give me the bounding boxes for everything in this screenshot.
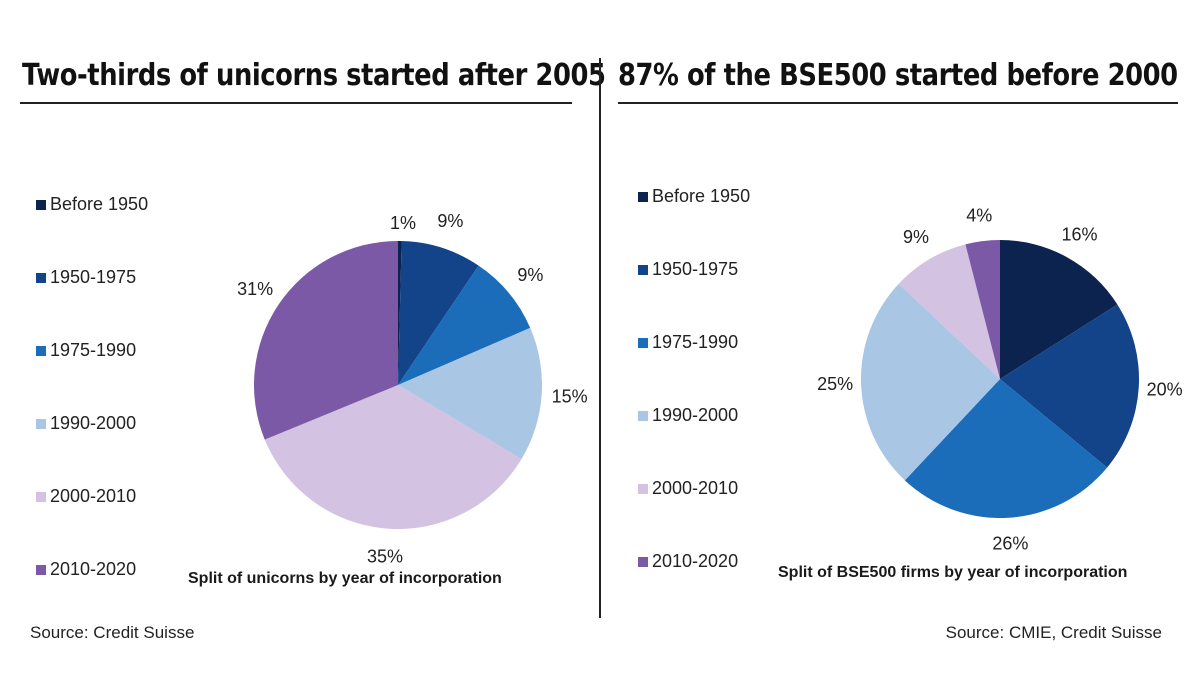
legend-swatch (638, 484, 648, 494)
legend-label: 1975-1990 (652, 332, 739, 352)
data-label-1990-2000: 25% (817, 374, 853, 394)
pie-slice-before-1950 (1000, 240, 1118, 379)
pie-slice-1975-1990 (904, 379, 1108, 518)
data-label-before-1950: 16% (1061, 224, 1097, 244)
pie-slice-1990-2000 (398, 327, 542, 460)
pie-slice-1950-1975 (398, 241, 479, 385)
pie-slice-2000-2010 (898, 244, 1000, 379)
title-underline (618, 102, 1178, 104)
legend-label: 2000-2010 (50, 486, 137, 506)
pie-chart: 9% 9% 15% 35% 31% 1% (237, 211, 588, 567)
pie-slice-2010-2020 (254, 241, 398, 440)
title-underline (20, 102, 572, 104)
source-note: Source: Credit Suisse (30, 623, 195, 642)
chart-caption: Split of unicorns by year of incorporati… (188, 570, 502, 587)
legend-swatch (36, 273, 46, 283)
data-label-1975-1990: 9% (517, 265, 543, 285)
legend-label: 1990-2000 (652, 405, 739, 425)
unicorns-chart-panel: Two-thirds of unicorns started after 200… (20, 58, 606, 642)
pie-slice-before-1950 (398, 241, 402, 385)
legend-swatch (36, 346, 46, 356)
data-label-2010-2020: 31% (237, 279, 273, 299)
pie-slice-1975-1990 (398, 265, 531, 385)
legend-label: 2000-2010 (652, 478, 739, 498)
data-label-1950-1975: 9% (437, 211, 463, 231)
legend-swatch (36, 419, 46, 429)
legend-swatch (638, 411, 648, 421)
pie-slice-2010-2020 (965, 240, 1000, 379)
data-label-2000-2010: 35% (367, 547, 403, 567)
legend-label: 1975-1990 (50, 340, 137, 360)
legend-label: 1990-2000 (50, 413, 137, 433)
data-label-1975-1990: 26% (992, 534, 1028, 554)
pie-chart: 16% 20% 26% 25% 9% 4% (817, 205, 1183, 554)
legend-swatch (638, 265, 648, 275)
legend-label: 1950-1975 (652, 259, 739, 279)
legend-swatch (36, 200, 46, 210)
chart-title: 87% of the BSE500 started before 2000 (618, 58, 1178, 93)
legend-label: Before 1950 (50, 194, 149, 214)
data-label-before-1950: 1% (390, 213, 416, 233)
legend-swatch (638, 557, 648, 567)
legend-label: Before 1950 (652, 186, 751, 206)
pie-slice-1950-1975 (1000, 304, 1139, 468)
legend-swatch (638, 338, 648, 348)
bse500-chart-panel: 87% of the BSE500 started before 2000 Be… (600, 0, 1200, 675)
source-note: Source: CMIE, Credit Suisse (945, 623, 1162, 642)
pie-slice-1990-2000 (861, 283, 1000, 481)
chart-caption: Split of BSE500 firms by year of incorpo… (778, 564, 1128, 581)
data-label-2000-2010: 9% (903, 227, 929, 247)
chart-title: Two-thirds of unicorns started after 200… (22, 58, 606, 93)
panel-divider (599, 58, 601, 618)
legend-swatch (36, 492, 46, 502)
legend-swatch (36, 565, 46, 575)
legend-label: 2010-2020 (50, 559, 137, 579)
data-label-1950-1975: 20% (1147, 379, 1183, 399)
legend-label: 2010-2020 (652, 551, 739, 571)
data-label-2010-2020: 4% (966, 205, 992, 225)
legend-label: 1950-1975 (50, 267, 137, 287)
data-label-1990-2000: 15% (552, 386, 588, 406)
pie-slice-2000-2010 (264, 385, 522, 529)
legend-swatch (638, 192, 648, 202)
